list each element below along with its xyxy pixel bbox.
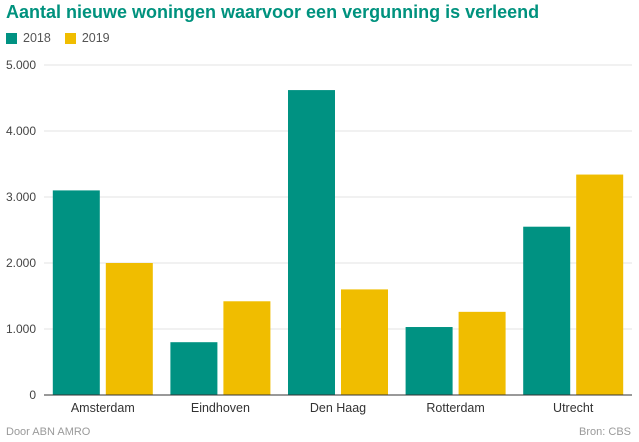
x-tick-label: Eindhoven <box>191 401 250 415</box>
legend-label-2019: 2019 <box>81 31 110 45</box>
legend-item-2018: 2018 <box>6 31 51 45</box>
x-tick-label: Utrecht <box>553 401 594 415</box>
y-tick-label: 2.000 <box>6 256 36 270</box>
x-tick-label: Rotterdam <box>426 401 484 415</box>
x-tick-label: Amsterdam <box>71 401 135 415</box>
bar-2018-eindhoven <box>170 342 218 395</box>
bar-2018-rotterdam <box>405 327 453 395</box>
y-tick-label: 0 <box>29 388 36 402</box>
bar-2018-utrecht <box>523 226 571 395</box>
bar-2019-eindhoven <box>223 301 271 395</box>
bar-2019-rotterdam <box>458 311 506 395</box>
legend-label-2018: 2018 <box>23 31 51 45</box>
y-tick-label: 1.000 <box>6 322 36 336</box>
legend-swatch-2019 <box>64 32 76 44</box>
legend: 2018 2019 <box>6 31 124 45</box>
legend-swatch-2018 <box>6 32 17 44</box>
footer-author: Door ABN AMRO <box>6 426 91 438</box>
y-tick-label: 4.000 <box>6 124 36 138</box>
bar-2019-den-haag <box>341 289 388 395</box>
bar-2019-utrecht <box>576 174 624 395</box>
y-tick-label: 5.000 <box>6 58 36 72</box>
legend-item-2019: 2019 <box>64 31 110 45</box>
chart-title: Aantal nieuwe woningen waarvoor een verg… <box>6 2 540 22</box>
bar-2018-den-haag <box>288 90 335 395</box>
x-tick-label: Den Haag <box>310 401 366 415</box>
bar-2019-amsterdam <box>105 263 153 395</box>
bar-2018-amsterdam <box>52 190 100 395</box>
footer-source: Bron: CBS <box>579 426 631 438</box>
y-tick-label: 3.000 <box>6 190 36 204</box>
